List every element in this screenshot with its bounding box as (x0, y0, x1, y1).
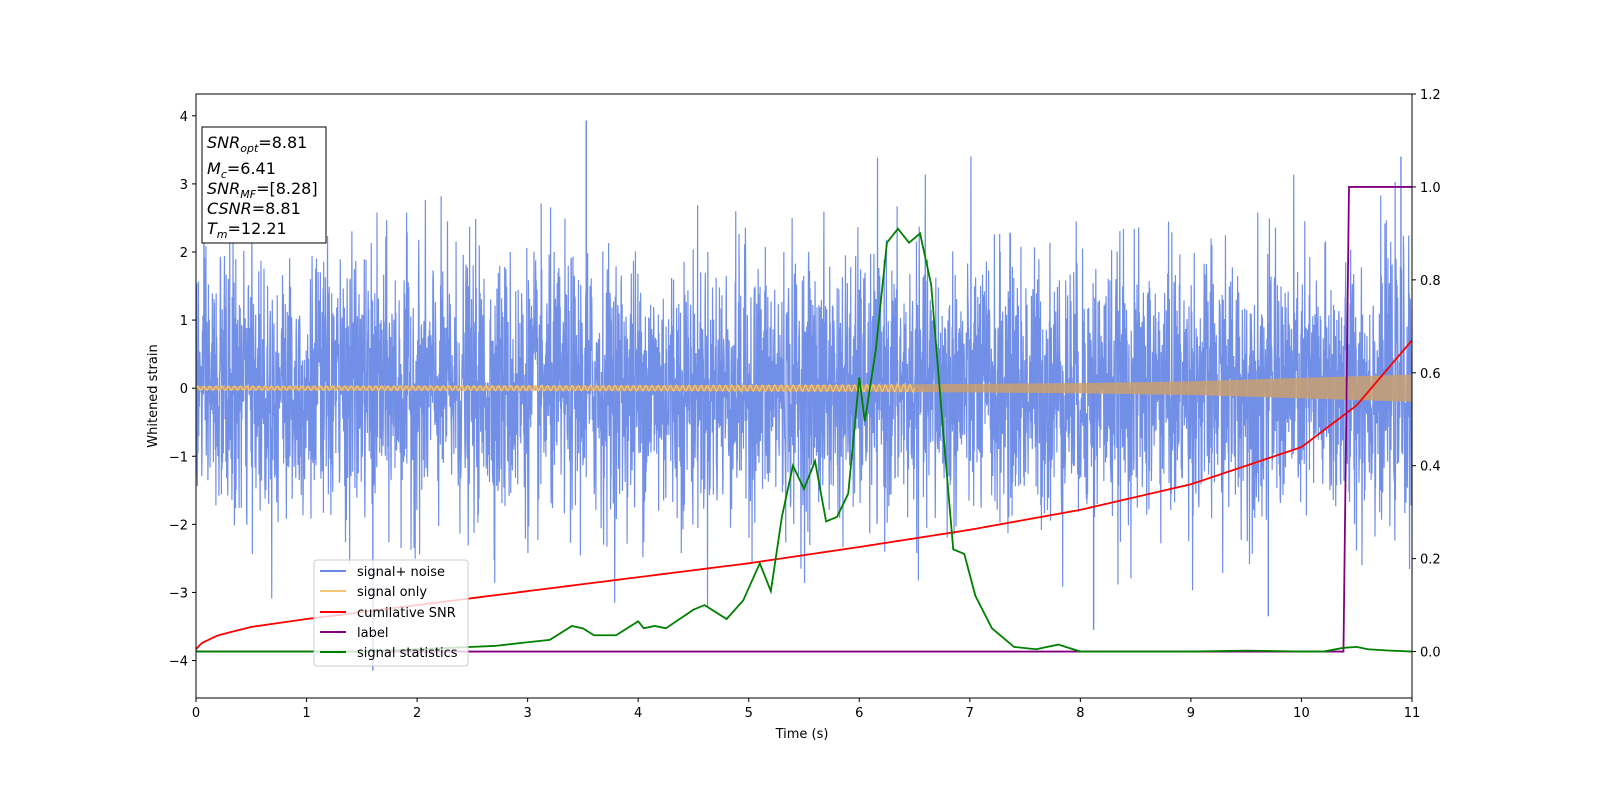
y2-tick-label: 0.4 (1420, 460, 1441, 475)
y-axis-right: 0.0 0.2 0.4 0.6 0.8 1.0 1.2 (1412, 88, 1441, 661)
y-tick-label: 1 (180, 314, 188, 329)
series-signal-noise-line (196, 156, 1412, 607)
x-tick-label: 9 (1187, 706, 1195, 721)
x-tick-label: 11 (1404, 706, 1421, 721)
legend-label-signal-statistics: signal statistics (357, 646, 458, 661)
y-tick-label: −1 (169, 450, 188, 465)
axes-frame (195, 93, 1413, 699)
x-tick-label: 3 (523, 706, 531, 721)
stats-box: SNRopt=8.81 Mc=6.41 SNRMF=[8.28] CSNR=8.… (201, 126, 327, 244)
y-axis-label: Whitened strain (146, 344, 161, 447)
legend-label-signal-noise: signal+ noise (357, 565, 445, 580)
plot-area (196, 120, 1412, 671)
legend-label-label: label (357, 626, 388, 641)
y-tick-label: −2 (169, 518, 188, 533)
stats-box-frame (201, 126, 327, 244)
x-tick-label: 0 (192, 706, 200, 721)
series-signal-only-line (196, 383, 916, 394)
legend-frame (313, 559, 469, 667)
stats-tm: Tm=12.21 (207, 219, 287, 241)
stats-snr-mf: SNRMF=[8.28] (207, 179, 318, 201)
y2-tick-label: 0.6 (1420, 367, 1441, 382)
y-tick-label: −4 (169, 655, 188, 670)
y-tick-label: 3 (180, 178, 188, 193)
legend-label-cumulative-snr: cumilative SNR (357, 606, 456, 621)
y-tick-label: −3 (169, 586, 188, 601)
x-tick-label: 5 (745, 706, 753, 721)
legend-item-signal-noise: signal+ noise (320, 565, 445, 580)
x-tick-label: 4 (634, 706, 642, 721)
x-tick-label: 7 (966, 706, 974, 721)
y2-tick-label: 1.0 (1420, 181, 1441, 196)
legend-item-cumulative-snr: cumilative SNR (320, 606, 456, 621)
y-tick-label: 2 (180, 246, 188, 261)
legend-label-signal-only: signal only (357, 585, 427, 600)
x-tick-label: 1 (302, 706, 310, 721)
y2-tick-label: 0.8 (1420, 274, 1441, 289)
series-signal-statistics-line (196, 227, 1412, 653)
y2-tick-label: 1.2 (1420, 88, 1441, 103)
x-tick-label: 8 (1076, 706, 1084, 721)
y-tick-label: 4 (180, 110, 188, 125)
x-tick-label: 2 (413, 706, 421, 721)
y2-tick-label: 0.2 (1420, 553, 1441, 568)
x-tick-label: 10 (1293, 706, 1310, 721)
stats-snr-opt: SNRopt=8.81 (207, 133, 307, 155)
legend: signal+ noise signal only cumilative SNR… (313, 559, 469, 667)
stats-mc: Mc=6.41 (207, 159, 276, 181)
legend-item-signal-statistics: signal statistics (320, 646, 458, 661)
x-tick-label: 6 (855, 706, 863, 721)
y2-tick-label: 0.0 (1420, 646, 1441, 661)
x-axis: 0 1 2 3 4 5 6 7 8 9 10 11 (192, 698, 1420, 721)
x-axis-label: Time (s) (775, 727, 829, 742)
series-label-line (196, 186, 1412, 653)
legend-item-signal-only: signal only (320, 585, 427, 600)
y-tick-label: 0 (180, 382, 188, 397)
y-axis-left: −4 −3 −2 −1 0 1 2 3 4 (169, 110, 196, 670)
stats-csnr: CSNR=8.81 (207, 199, 301, 218)
legend-item-label: label (320, 626, 388, 641)
